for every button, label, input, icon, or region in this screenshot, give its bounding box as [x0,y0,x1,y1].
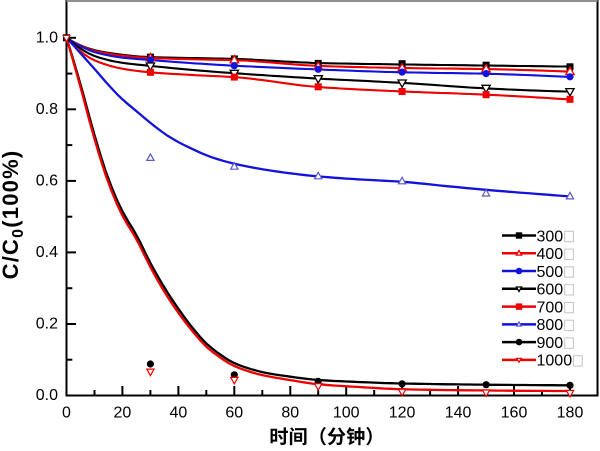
svg-text:0.0: 0.0 [36,387,58,404]
svg-text:40: 40 [170,404,188,421]
svg-text:400: 400 [537,246,564,263]
svg-text:C/C0(100%): C/C0(100%) [0,150,27,280]
svg-text:600: 600 [537,282,564,299]
svg-text:160: 160 [501,404,528,421]
svg-text:0.8: 0.8 [36,101,58,118]
svg-text:180: 180 [557,404,584,421]
svg-text:0: 0 [62,404,71,421]
svg-text:80: 80 [281,404,299,421]
svg-text:0.6: 0.6 [36,173,58,190]
svg-text:1.0: 1.0 [36,29,58,46]
svg-text:0.4: 0.4 [36,244,58,261]
svg-text:0.2: 0.2 [36,316,58,333]
svg-text:120: 120 [389,404,416,421]
svg-text:140: 140 [445,404,472,421]
svg-text:20: 20 [114,404,132,421]
svg-text:500: 500 [537,264,564,281]
svg-text:900: 900 [537,335,564,352]
svg-text:1000: 1000 [537,353,573,370]
svg-text:60: 60 [225,404,243,421]
svg-text:300: 300 [537,228,564,245]
svg-text:800: 800 [537,317,564,334]
svg-text:700: 700 [537,299,564,316]
svg-text:100: 100 [333,404,360,421]
